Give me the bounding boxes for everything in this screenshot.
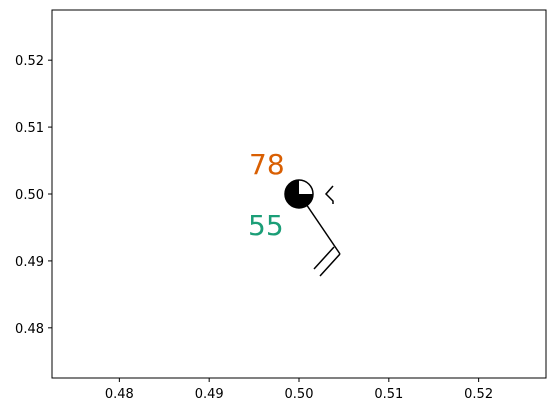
temperature-label: 78: [249, 148, 285, 181]
y-tick-label: 0.48: [15, 322, 44, 337]
pressure-tendency-icon: [324, 185, 334, 204]
y-tick-label: 0.49: [15, 255, 44, 270]
x-tick-label: 0.50: [285, 387, 314, 402]
dewpoint-label: 55: [248, 209, 284, 242]
x-tick-label: 0.51: [374, 387, 403, 402]
y-tick-label: 0.51: [15, 121, 44, 136]
wind-barb: [313, 246, 335, 270]
y-tick-label: 0.50: [15, 188, 44, 203]
y-axis: 0.48 0.49 0.50 0.51 0.52: [15, 54, 52, 337]
x-tick-label: 0.48: [105, 387, 134, 402]
wind-barb: [319, 253, 341, 277]
x-tick-label: 0.49: [195, 387, 224, 402]
x-axis: 0.48 0.49 0.50 0.51 0.52: [105, 378, 493, 402]
y-tick-label: 0.52: [15, 54, 44, 69]
sky-cover-fill: [285, 180, 313, 208]
x-tick-label: 0.52: [464, 387, 493, 402]
wind-shaft: [303, 200, 341, 255]
station-model: 78 55: [248, 148, 341, 277]
